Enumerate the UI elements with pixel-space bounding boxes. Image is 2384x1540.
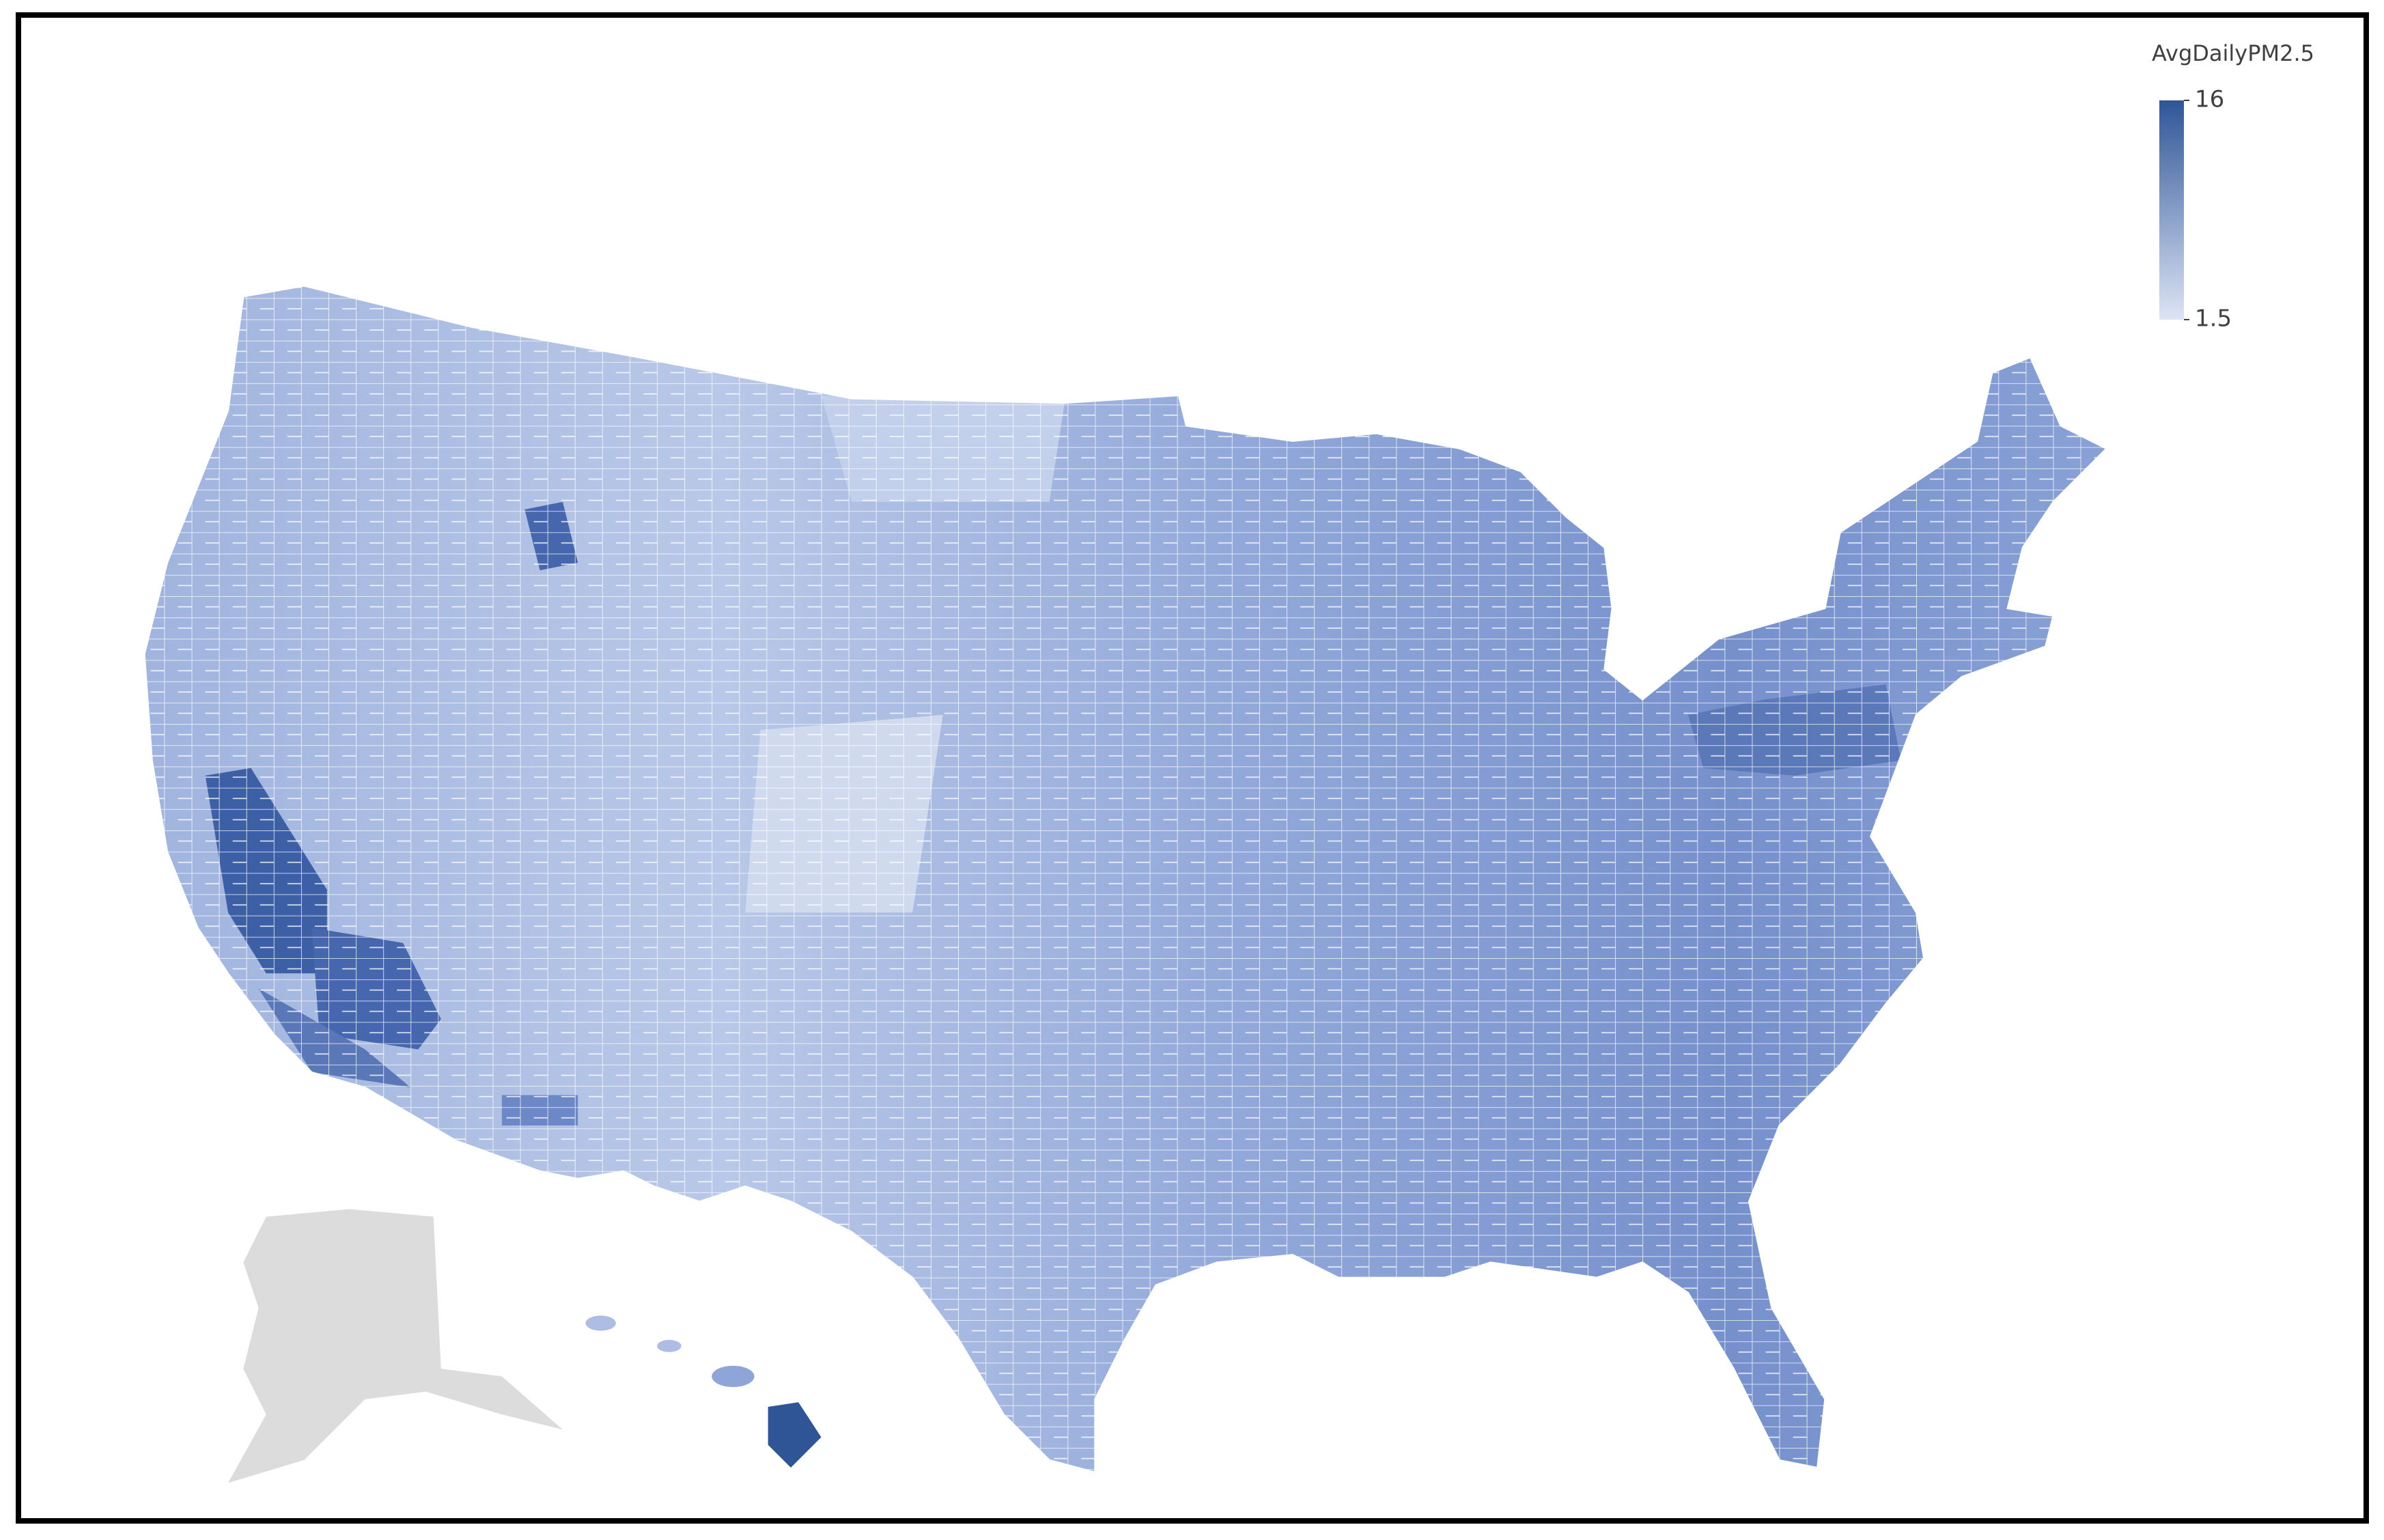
legend: AvgDailyPM2.5 16 1.5	[2152, 40, 2314, 333]
alaska	[228, 1209, 563, 1483]
legend-title: AvgDailyPM2.5	[2152, 40, 2314, 66]
scale-label: 1.5	[2195, 305, 2232, 333]
hawaii-island	[768, 1402, 822, 1468]
hawaii-island	[712, 1365, 755, 1388]
color-scale	[2159, 100, 2184, 320]
hawaii-island	[657, 1339, 682, 1352]
scale-label: 16	[2195, 86, 2224, 113]
hawaii-island	[585, 1315, 616, 1331]
